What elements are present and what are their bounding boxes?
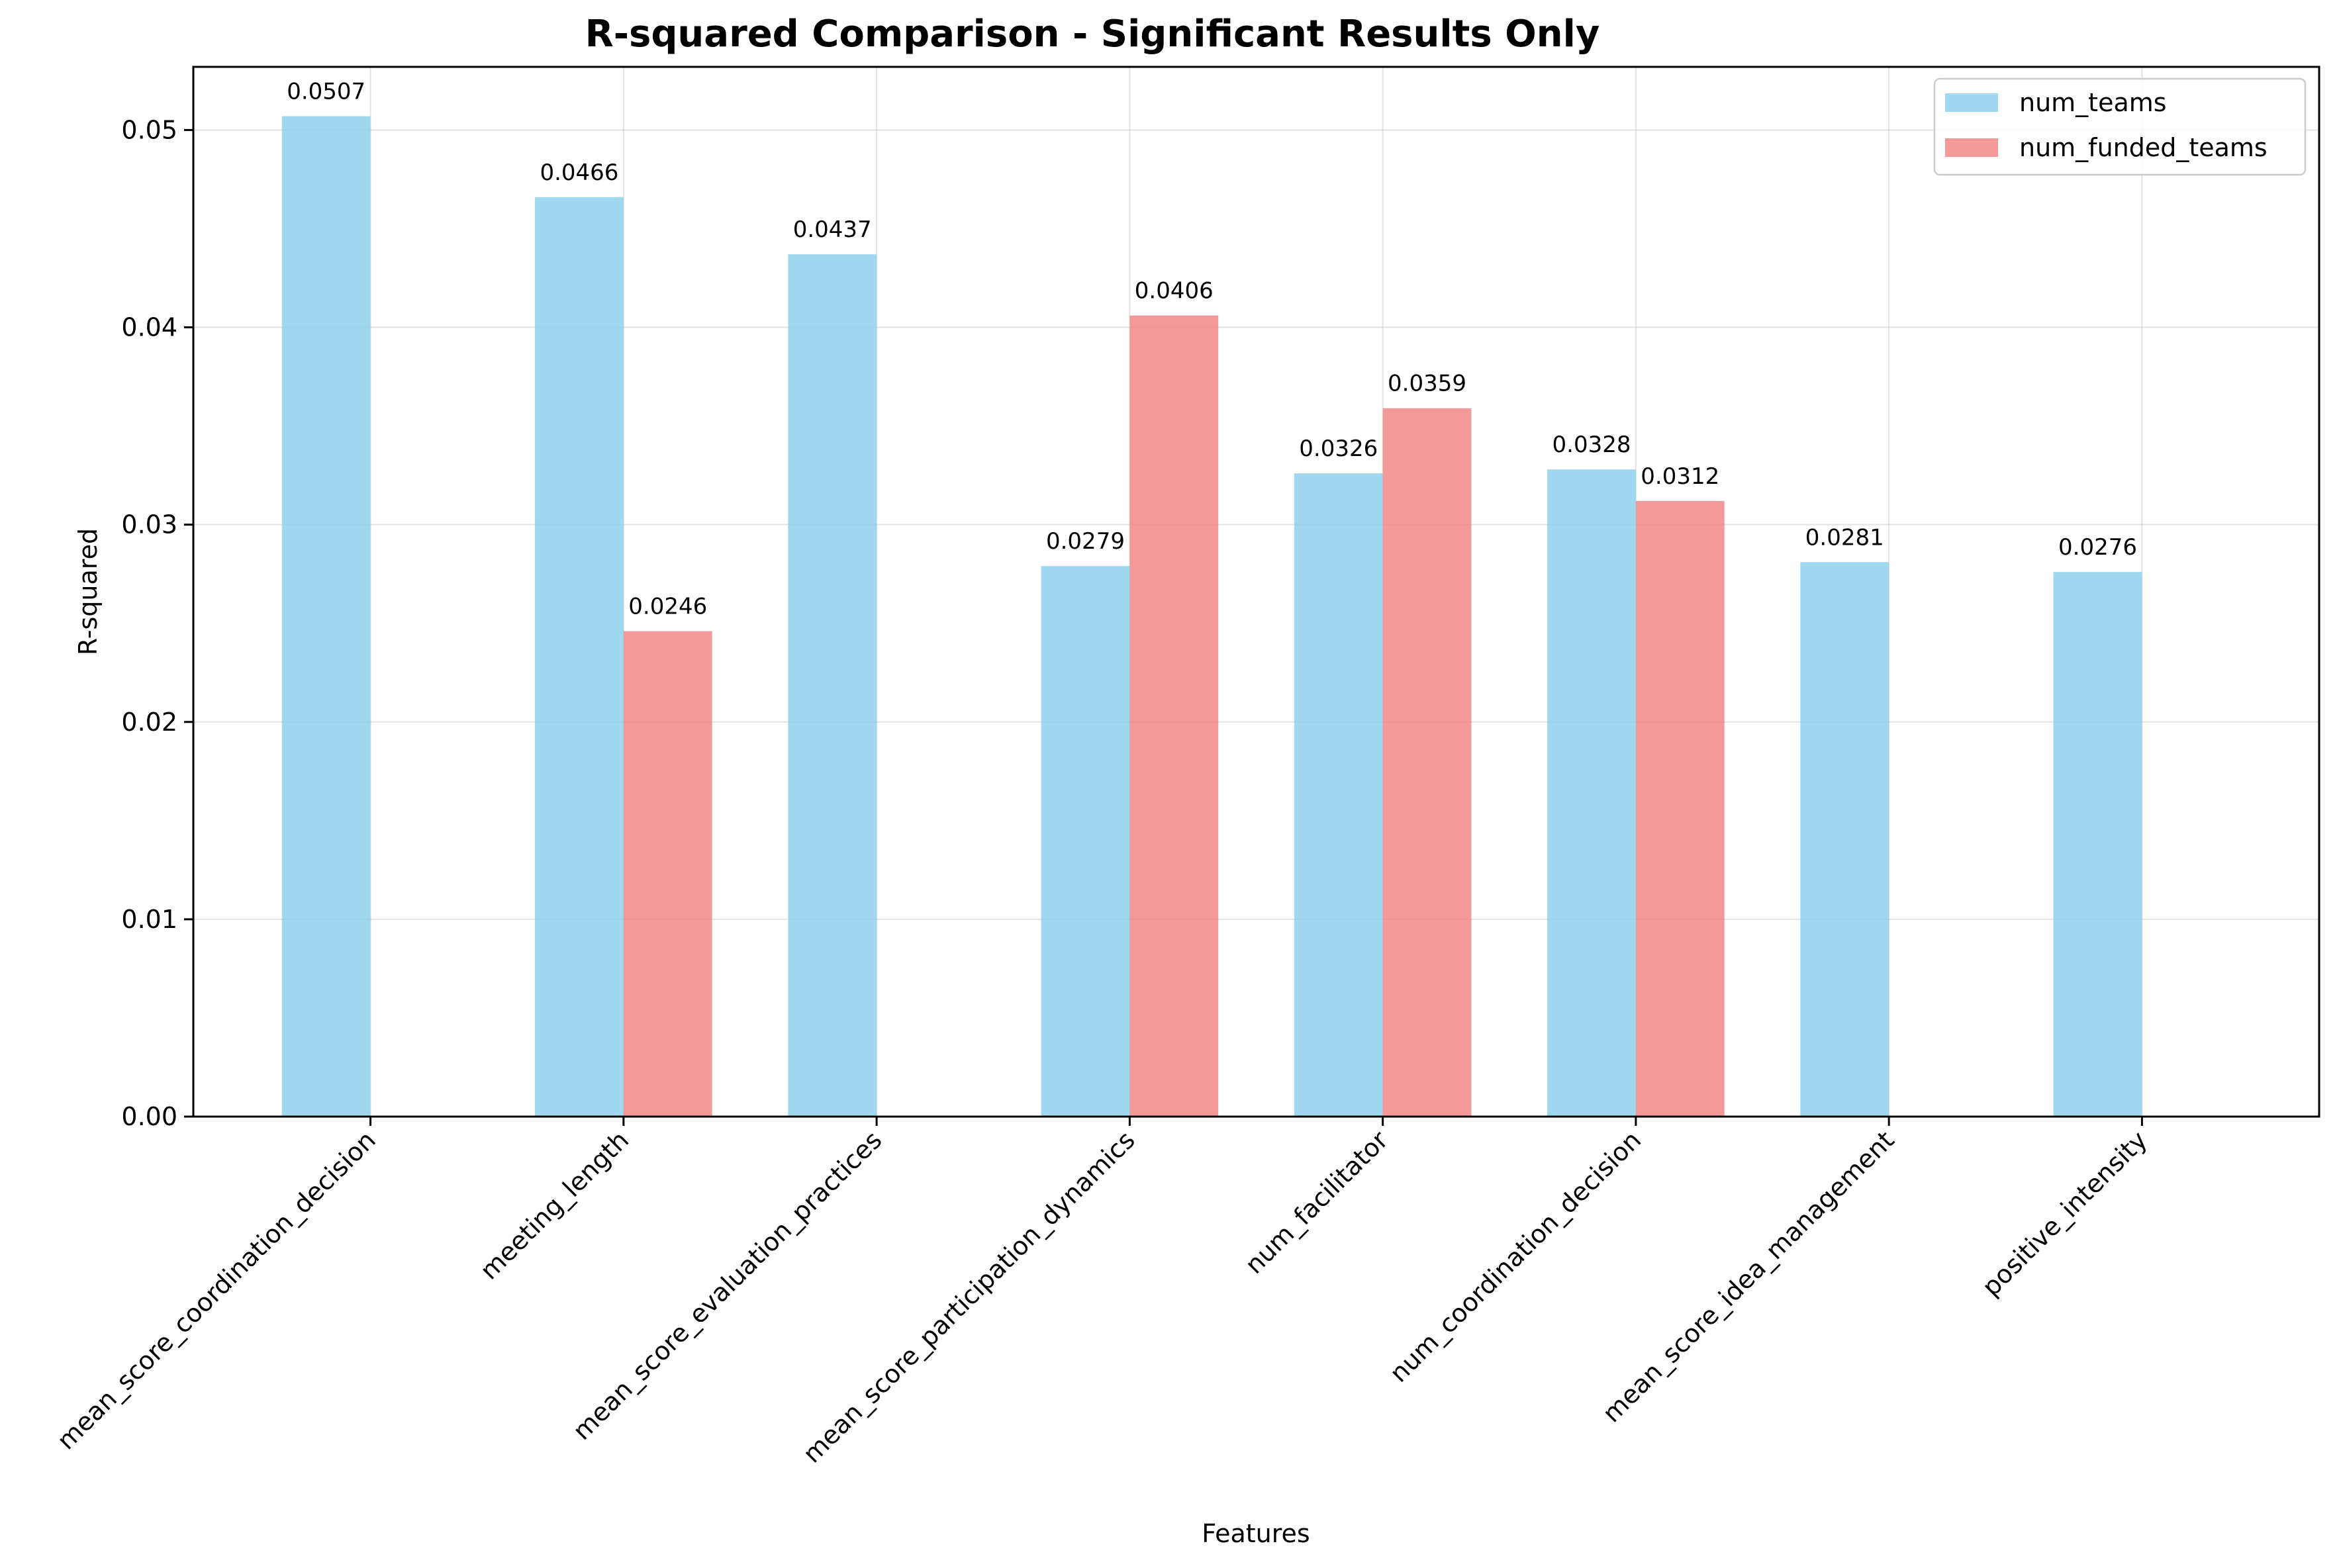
bar-num-funded-teams <box>1382 408 1472 1117</box>
y-axis-ticks: 0.00 0.01 0.02 0.03 0.04 0.05 <box>121 115 193 1131</box>
legend-label-num-teams: num_teams <box>2019 88 2167 117</box>
legend: num_teams num_funded_teams <box>1933 77 2307 176</box>
bar-num-funded-teams <box>623 631 712 1117</box>
bar-value-label: 0.0406 <box>1135 278 1214 304</box>
plot-area-frame <box>192 66 2320 1118</box>
bar-num-funded-teams <box>1129 315 1219 1117</box>
x-axis-label: Features <box>1202 1519 1310 1548</box>
bar-value-label: 0.0279 <box>1046 528 1125 555</box>
legend-swatch-num-funded-teams <box>1945 138 1998 157</box>
y-tick-label: 0.00 <box>121 1102 177 1131</box>
bar-value-label: 0.0328 <box>1552 432 1631 458</box>
y-tick-label: 0.03 <box>121 510 177 539</box>
y-tick-label: 0.05 <box>121 115 177 144</box>
bar-num-teams <box>1294 473 1383 1117</box>
y-tick-label: 0.04 <box>121 313 177 342</box>
y-axis-label: R-squared <box>73 528 103 655</box>
bar-value-label: 0.0281 <box>1805 524 1884 551</box>
bar-value-label: 0.0326 <box>1299 436 1378 462</box>
bar-num-funded-teams <box>1635 500 1725 1117</box>
bar-num-teams <box>788 254 877 1117</box>
bar-num-teams <box>1800 562 1889 1117</box>
bar-num-teams <box>535 197 624 1117</box>
bar-value-label: 0.0246 <box>628 594 707 620</box>
bar-num-teams <box>1041 566 1130 1117</box>
bar-num-teams <box>281 116 371 1117</box>
bar-num-teams <box>1547 469 1636 1117</box>
data-labels: 0.0507 0.0466 0.0437 0.0279 0.0326 0.0328 0.02… <box>287 79 2137 620</box>
bar-num-teams <box>2053 572 2142 1117</box>
bar-value-label: 0.0507 <box>287 79 365 105</box>
legend-swatch-num-teams <box>1945 93 1998 112</box>
y-tick-label: 0.02 <box>121 708 177 737</box>
y-tick-label: 0.01 <box>121 905 177 934</box>
bar-value-label: 0.0466 <box>540 160 618 186</box>
bar-value-label: 0.0437 <box>793 216 872 243</box>
chart-title: R-squared Comparison - Significant Resul… <box>585 13 1600 56</box>
bar-value-label: 0.0312 <box>1641 463 1719 490</box>
legend-label-num-funded-teams: num_funded_teams <box>2019 133 2267 162</box>
bar-value-label: 0.0359 <box>1388 371 1466 397</box>
legend-frame <box>1933 77 2307 176</box>
bar-value-label: 0.0276 <box>2058 534 2137 561</box>
bars <box>281 116 2142 1117</box>
